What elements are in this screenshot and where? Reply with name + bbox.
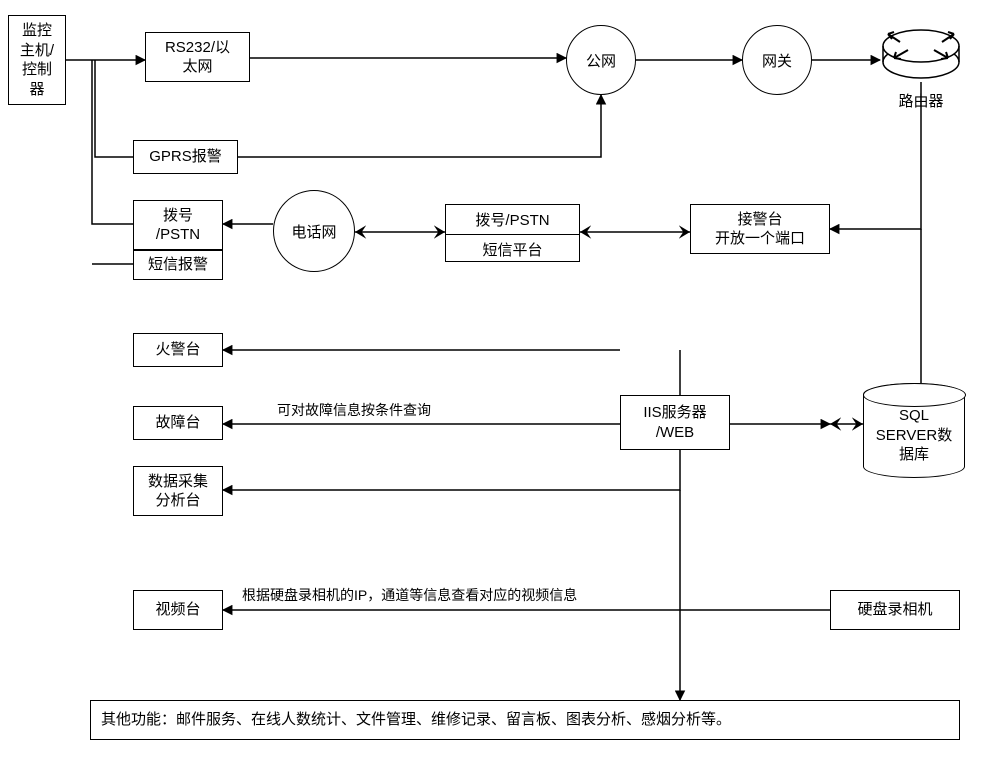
fire_console-label: 火警台 bbox=[155, 340, 200, 360]
public_net: 公网 bbox=[566, 25, 636, 95]
dial_pstn_left-label: 拨号 /PSTN bbox=[156, 206, 200, 245]
iis_server: IIS服务器 /WEB bbox=[620, 395, 730, 450]
dvr_camera-label: 硬盘录相机 bbox=[857, 600, 932, 620]
router-icon bbox=[880, 12, 962, 82]
data_console: 数据采集 分析台 bbox=[133, 466, 223, 516]
fault_console-label: 故障台 bbox=[155, 413, 200, 433]
other_funcs: 其他功能：邮件服务、在线人数统计、文件管理、维修记录、留言板、图表分析、感烟分析… bbox=[90, 700, 960, 740]
fault_query: 可对故障信息按条件查询 bbox=[275, 400, 433, 420]
rs232-label: RS232/以 太网 bbox=[165, 38, 230, 77]
dvr_camera: 硬盘录相机 bbox=[830, 590, 960, 630]
fault_console: 故障台 bbox=[133, 406, 223, 440]
edge-4 bbox=[95, 60, 133, 157]
video_console: 视频台 bbox=[133, 590, 223, 630]
dial_pstn_left: 拨号 /PSTN bbox=[133, 200, 223, 250]
pstn_sms_stack-row-1: 短信平台 bbox=[446, 234, 579, 264]
sql_db-label: SQL SERVER数 据库 bbox=[876, 406, 952, 465]
phone_net: 电话网 bbox=[273, 190, 355, 272]
sql_db: SQL SERVER数 据库 bbox=[863, 383, 965, 478]
monitor_host-label: 监控 主机/ 控制 器 bbox=[20, 21, 54, 99]
edge-6 bbox=[92, 60, 133, 224]
alarm_center-label: 接警台 开放一个端口 bbox=[715, 210, 805, 249]
gateway: 网关 bbox=[742, 25, 812, 95]
alarm_center: 接警台 开放一个端口 bbox=[690, 204, 830, 254]
rs232: RS232/以 太网 bbox=[145, 32, 250, 82]
sms_alarm-label: 短信报警 bbox=[148, 255, 208, 275]
gprs_alarm: GPRS报警 bbox=[133, 140, 238, 174]
iis_server-label: IIS服务器 /WEB bbox=[643, 403, 706, 442]
pstn_sms_stack: 拨号/PSTN短信平台 bbox=[445, 204, 580, 262]
other_funcs-label: 其他功能：邮件服务、在线人数统计、文件管理、维修记录、留言板、图表分析、感烟分析… bbox=[101, 710, 731, 730]
fire_console: 火警台 bbox=[133, 333, 223, 367]
monitor_host: 监控 主机/ 控制 器 bbox=[8, 15, 66, 105]
public_net-label: 公网 bbox=[586, 50, 616, 71]
video_query: 根据硬盘录相机的IP，通道等信息查看对应的视频信息 bbox=[240, 585, 579, 605]
sms_alarm: 短信报警 bbox=[133, 250, 223, 280]
gateway-label: 网关 bbox=[762, 50, 792, 71]
router_label: 路由器 bbox=[880, 90, 962, 111]
phone_net-label: 电话网 bbox=[291, 221, 336, 242]
pstn_sms_stack-row-0: 拨号/PSTN bbox=[446, 205, 579, 234]
edge-5 bbox=[238, 95, 601, 157]
edge-18 bbox=[223, 450, 680, 490]
data_console-label: 数据采集 分析台 bbox=[148, 472, 208, 511]
video_console-label: 视频台 bbox=[155, 600, 200, 620]
gprs_alarm-label: GPRS报警 bbox=[149, 147, 222, 167]
